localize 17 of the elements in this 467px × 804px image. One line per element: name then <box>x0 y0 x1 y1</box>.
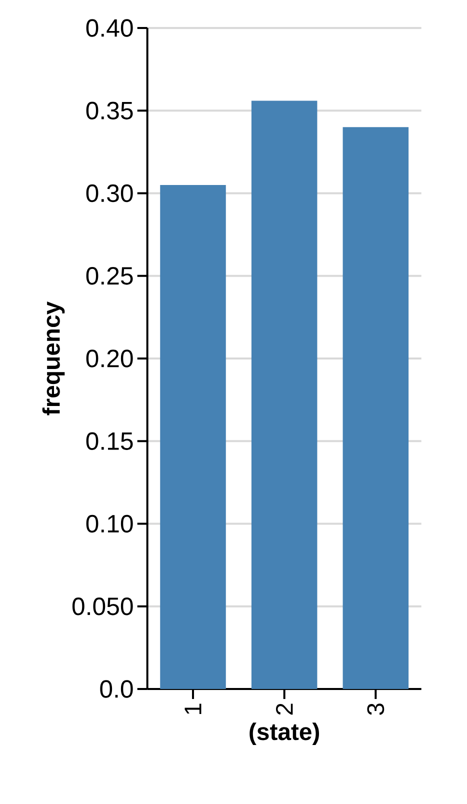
y-tick-label: 0.15 <box>86 432 133 450</box>
y-tick-label: 0.050 <box>72 598 133 616</box>
y-tick-label: 0.0 <box>100 680 133 698</box>
x-tick-label: 2 <box>276 704 293 715</box>
y-axis-title: frequency <box>42 301 65 416</box>
y-tick-label: 0.40 <box>86 19 133 37</box>
bar <box>251 100 318 689</box>
y-tick-label: 0.10 <box>86 514 133 533</box>
y-tick-label: 0.35 <box>86 102 133 120</box>
x-tick-label: 3 <box>367 704 384 715</box>
y-tick-label: 0.20 <box>86 350 133 368</box>
x-tick-label: 1 <box>184 704 202 714</box>
y-tick-label: 0.30 <box>86 184 133 202</box>
x-axis-title: (state) <box>250 722 319 745</box>
bar <box>342 127 409 689</box>
bar <box>160 184 226 689</box>
y-tick-label: 0.25 <box>86 267 133 285</box>
